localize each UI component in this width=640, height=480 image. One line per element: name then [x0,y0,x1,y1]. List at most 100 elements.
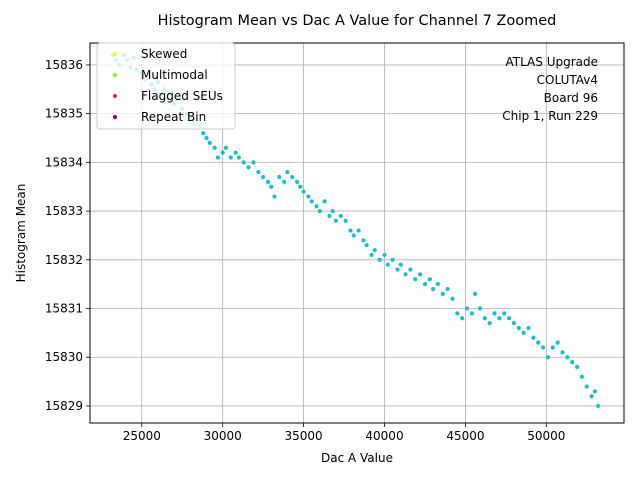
x-axis-label: Dac A Value [321,451,393,465]
data-point [521,330,526,335]
data-point [531,335,536,340]
data-point [295,179,300,184]
data-point [413,277,418,282]
data-point [526,325,531,331]
data-point [356,228,361,233]
data-point [589,394,594,399]
data-point [440,291,445,296]
data-point [282,179,287,184]
data-point [327,213,332,219]
data-point [418,272,423,277]
data-point [207,140,212,145]
data-point [382,252,387,258]
data-point [330,208,335,214]
data-point [398,262,403,267]
data-point [550,345,555,350]
data-point [285,170,290,175]
data-point [223,145,229,150]
legend-marker [113,94,117,98]
data-point [261,174,266,180]
data-point [477,306,483,311]
legend-label: Flagged SEUs [141,89,223,103]
data-point [511,321,517,326]
annotation-line: Chip 1, Run 229 [502,109,598,123]
annotation: ATLAS Upgrade COLUTAv4 Board 96 Chip 1, Run… [502,55,598,123]
data-point [487,321,492,326]
data-point [277,174,282,180]
chart-title: Histogram Mean vs Dac A Value for Channe… [158,13,557,29]
data-point [570,360,575,365]
data-point [592,389,597,394]
x-tick-label: 25000 [123,429,161,443]
data-point [246,165,251,170]
data-point [540,345,546,350]
data-point [536,340,541,345]
data-point [314,204,319,209]
data-point [435,282,441,287]
x-tick-label: 50000 [527,429,565,443]
data-point [272,194,277,199]
x-tick-label: 40000 [365,429,403,443]
data-point [545,355,551,360]
y-tick-label: 15835 [45,107,83,121]
data-point [492,311,497,316]
data-point [445,286,450,292]
data-point [269,184,274,189]
data-point [403,272,408,277]
data-point [204,135,209,141]
y-tick-label: 15831 [45,302,83,316]
data-point [220,150,225,155]
data-point [408,267,413,272]
data-point [460,316,465,321]
data-point [555,340,560,345]
data-point [390,257,395,262]
data-point [507,316,512,321]
data-point [251,160,256,165]
y-tick-label: 15836 [45,58,83,72]
data-point [333,218,339,223]
data-point [290,174,295,180]
legend-box [96,42,236,130]
x-tick-label: 30000 [204,429,242,443]
data-point [317,208,322,214]
data-point [422,282,428,287]
x-tick-label: 35000 [285,429,323,443]
data-point [322,199,327,204]
data-point [560,350,565,355]
data-point [228,155,233,160]
data-point [584,384,589,389]
data-point [364,243,369,248]
legend-label: Multimodal [141,68,208,82]
data-point [372,247,377,253]
data-point [427,277,432,282]
plot-frame [89,42,625,424]
data-point [482,316,487,321]
data-point [574,364,580,370]
y-axis-label: Histogram Mean [14,184,28,283]
data-point [215,155,220,160]
data-point [385,262,390,267]
data-point [201,131,206,136]
y-axis: 15829 15830 15831 15832 15833 15834 15835 15836 [45,58,90,413]
data-point [256,170,261,175]
data-point [395,267,400,272]
x-tick-label: 45000 [446,429,484,443]
legend-marker [113,115,117,119]
grid-lines [90,43,624,423]
data-point [233,150,238,155]
data-point [469,311,474,316]
y-tick-label: 15830 [45,350,83,364]
annotation-line: ATLAS Upgrade [505,55,598,69]
y-tick-label: 15832 [45,253,83,267]
data-point [450,296,455,301]
annotation-line: COLUTAv4 [537,73,598,87]
data-point [301,189,306,194]
data-point [306,194,311,199]
data-point [565,355,570,360]
legend-marker [113,52,117,56]
data-point [309,199,314,204]
legend-label: Skewed [141,47,187,61]
data-point [361,238,366,243]
data-point [377,257,382,262]
